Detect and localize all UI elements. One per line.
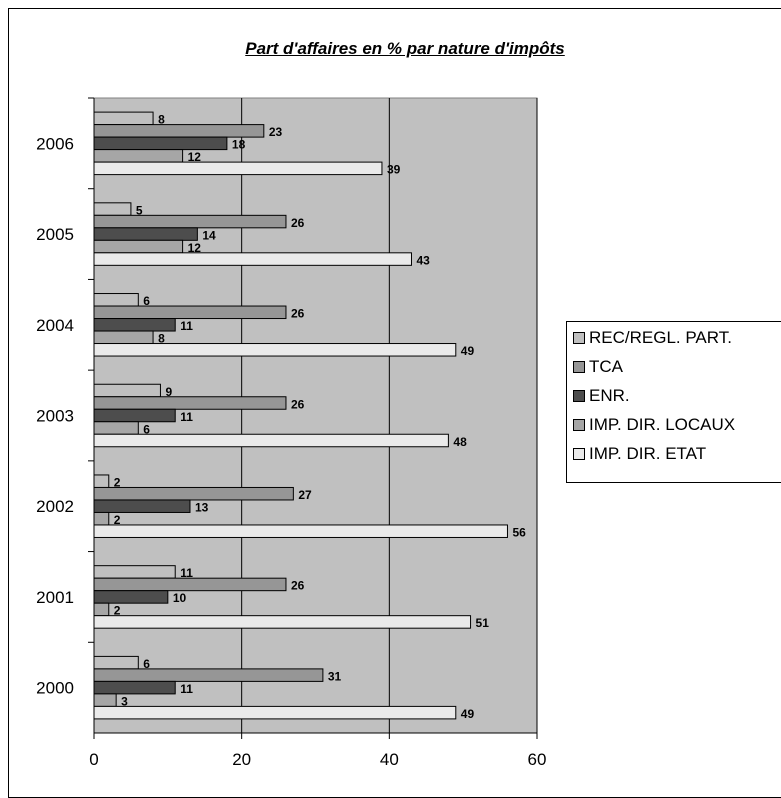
data-label: 2 — [114, 513, 121, 527]
data-label: 14 — [202, 228, 216, 242]
y-tick-label: 2005 — [36, 225, 74, 244]
y-tick-label: 2001 — [36, 588, 74, 607]
x-tick-label: 20 — [232, 750, 251, 769]
data-label: 2 — [114, 475, 121, 489]
data-label: 8 — [158, 113, 165, 127]
bar — [93, 668, 324, 682]
bar — [93, 486, 294, 501]
bar — [93, 421, 139, 435]
bar — [93, 693, 117, 707]
bar — [93, 239, 184, 254]
bar — [93, 227, 198, 241]
bar — [93, 705, 457, 720]
bar — [93, 565, 176, 579]
y-tick-label: 2000 — [36, 679, 74, 698]
legend-swatch — [573, 332, 585, 344]
data-label: 11 — [180, 682, 193, 696]
data-label: 6 — [143, 657, 150, 671]
bar — [93, 111, 154, 126]
y-tick-label: 2003 — [36, 407, 74, 426]
data-label: 5 — [136, 203, 143, 217]
bar — [93, 680, 176, 695]
data-label: 11 — [180, 566, 193, 580]
data-label: 6 — [143, 422, 150, 436]
legend-swatch — [573, 390, 585, 402]
data-label: 6 — [143, 294, 150, 308]
bar — [93, 590, 169, 604]
x-tick-label: 0 — [89, 750, 98, 769]
bar — [93, 124, 265, 138]
data-label: 39 — [387, 163, 401, 177]
data-label: 26 — [291, 397, 305, 411]
data-label: 48 — [453, 435, 467, 449]
data-label: 49 — [461, 344, 475, 358]
bar — [93, 293, 139, 307]
data-label: 3 — [121, 694, 128, 708]
data-label: 9 — [165, 385, 172, 399]
bar — [93, 499, 191, 513]
data-label: 10 — [173, 591, 187, 605]
bar — [93, 655, 139, 670]
data-label: 18 — [232, 138, 246, 152]
legend-item: TCA — [573, 355, 623, 379]
data-label: 2 — [114, 604, 121, 618]
data-label: 8 — [158, 332, 165, 346]
bar — [93, 615, 472, 629]
y-tick-label: 2006 — [36, 134, 74, 153]
x-tick-label: 60 — [528, 750, 547, 769]
data-label: 11 — [180, 319, 193, 333]
legend-swatch — [573, 419, 585, 431]
data-label: 23 — [269, 125, 283, 139]
legend-item: IMP. DIR. ETAT — [573, 442, 706, 466]
legend-label: REC/REGL. PART. — [589, 328, 732, 347]
bar — [93, 433, 449, 448]
legend-item: IMP. DIR. LOCAUX — [573, 413, 735, 437]
legend-item: ENR. — [573, 384, 630, 408]
bar — [93, 305, 287, 320]
data-label: 12 — [188, 150, 202, 164]
bar — [93, 511, 110, 526]
data-label: 26 — [291, 579, 305, 593]
data-label: 13 — [195, 500, 209, 514]
data-label: 56 — [512, 525, 526, 539]
bar — [93, 524, 508, 538]
x-tick-label: 40 — [380, 750, 399, 769]
data-label: 12 — [188, 241, 202, 255]
legend-swatch — [573, 448, 585, 460]
bar — [93, 318, 176, 332]
bar — [93, 383, 161, 398]
bar — [93, 343, 457, 357]
data-label: 49 — [461, 707, 475, 721]
bar — [93, 330, 154, 345]
data-label: 26 — [291, 216, 305, 230]
data-label: 51 — [476, 616, 490, 630]
legend-item: REC/REGL. PART. — [573, 326, 732, 350]
bar — [93, 396, 287, 410]
legend-label: IMP. DIR. ETAT — [589, 444, 707, 463]
bar — [93, 136, 228, 151]
legend-label: IMP. DIR. LOCAUX — [589, 415, 736, 434]
bar — [93, 149, 184, 163]
data-label: 11 — [180, 410, 193, 424]
data-label: 27 — [298, 488, 312, 502]
data-label: 43 — [416, 253, 430, 267]
chart-legend: REC/REGL. PART. TCA ENR. IMP. DIR. LOCAU… — [566, 321, 781, 483]
bar — [93, 408, 176, 423]
y-tick-label: 2004 — [36, 316, 74, 335]
legend-label: ENR. — [589, 386, 630, 405]
bar — [93, 252, 412, 266]
bar — [93, 602, 110, 617]
chart-title: Part d'affaires en % par nature d'impôts — [245, 39, 565, 58]
legend-label: TCA — [589, 357, 623, 376]
y-tick-label: 2002 — [36, 497, 74, 516]
data-label: 31 — [328, 669, 342, 683]
bar — [93, 202, 132, 216]
bar — [93, 161, 383, 176]
bar — [93, 214, 287, 229]
bar — [93, 474, 110, 488]
data-label: 26 — [291, 307, 305, 321]
legend-swatch — [573, 361, 585, 373]
bar — [93, 577, 287, 592]
